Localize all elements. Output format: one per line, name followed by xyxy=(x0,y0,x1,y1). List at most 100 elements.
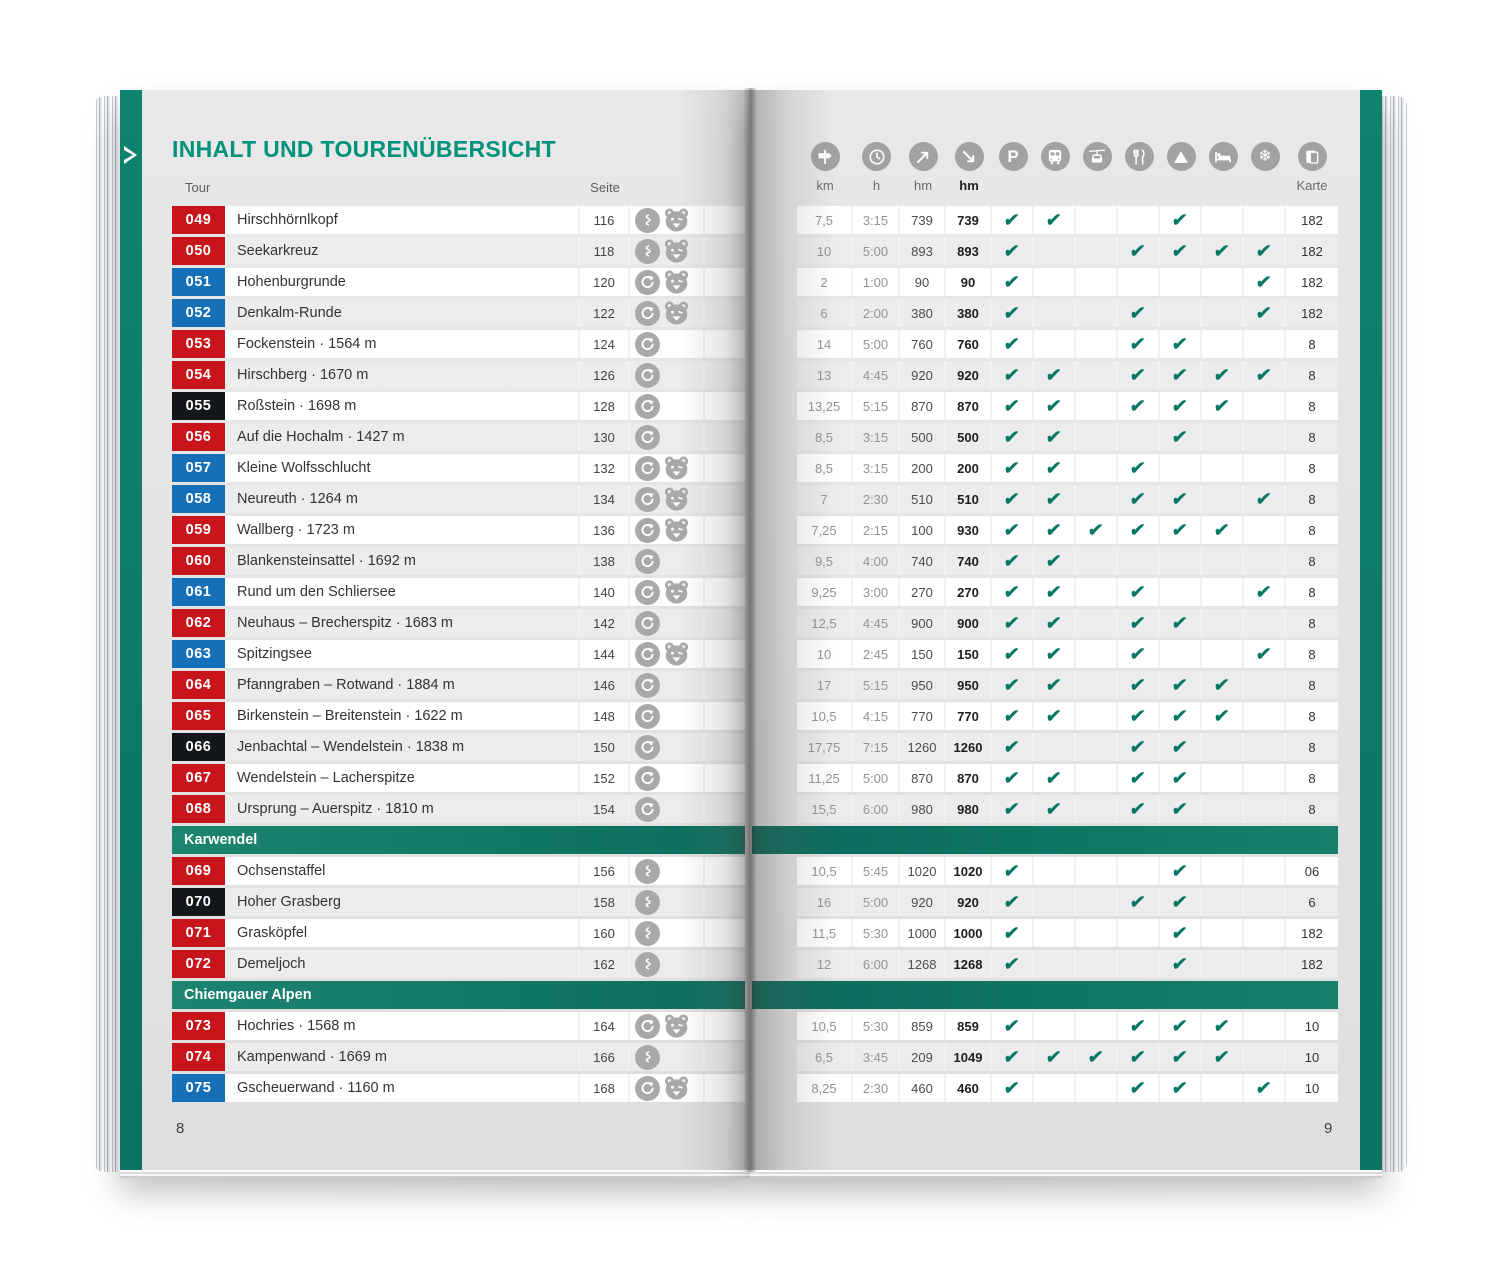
feature-check-cell: ✔ xyxy=(1118,361,1160,389)
feature-check-cell xyxy=(1076,578,1118,606)
feature-check-cell xyxy=(1244,392,1286,420)
descent-value: 980 xyxy=(946,795,992,823)
family-friendly-bear-icon xyxy=(663,1013,690,1039)
empty-cell xyxy=(705,423,745,451)
family-friendly-bear-icon xyxy=(663,641,690,667)
duration-value: 2:45 xyxy=(853,640,900,668)
feature-check-cell xyxy=(1076,392,1118,420)
feature-check-cell xyxy=(1076,268,1118,296)
feature-check-cell: ✔ xyxy=(1160,1074,1202,1102)
feature-check-cell xyxy=(1034,268,1076,296)
check-icon: ✔ xyxy=(1045,582,1063,602)
feature-check-cell: ✔ xyxy=(1034,671,1076,699)
tour-name: Hochries · 1568 m xyxy=(225,1012,580,1040)
check-icon: ✔ xyxy=(1213,396,1231,416)
duration-value: 4:00 xyxy=(853,547,900,575)
feature-check-cell xyxy=(1244,609,1286,637)
check-icon: ✔ xyxy=(1003,520,1021,540)
check-icon: ✔ xyxy=(1171,675,1189,695)
check-icon: ✔ xyxy=(1003,582,1021,602)
check-icon: ✔ xyxy=(1171,892,1189,912)
distance-value: 8,5 xyxy=(797,454,853,482)
table-row: 057 Kleine Wolfsschlucht 132 xyxy=(172,454,745,482)
descent-value: 90 xyxy=(946,268,992,296)
check-icon: ✔ xyxy=(1003,458,1021,478)
ascent-value: 460 xyxy=(900,1074,946,1102)
table-row: 10,5 5:45 1020 1020 ✔ ✔ 06 xyxy=(797,857,1338,885)
family-friendly-bear-icon xyxy=(663,238,690,264)
route-type-icons xyxy=(630,547,705,575)
descent-value: 1020 xyxy=(946,857,992,885)
tour-number-badge: 075 xyxy=(172,1074,225,1102)
empty-cell xyxy=(705,671,745,699)
check-icon: ✔ xyxy=(1045,520,1063,540)
tour-name: Kleine Wolfsschlucht xyxy=(225,454,580,482)
check-icon: ✔ xyxy=(1255,272,1273,292)
check-icon: ✔ xyxy=(1255,365,1273,385)
column-label: km xyxy=(816,178,834,193)
feature-check-cell: ✔ xyxy=(992,268,1034,296)
ascent-value: 510 xyxy=(900,485,946,513)
check-icon: ✔ xyxy=(1045,489,1063,509)
feature-check-cell: ✔ xyxy=(1160,764,1202,792)
ascent-value: 900 xyxy=(900,609,946,637)
feature-column-bed xyxy=(1202,142,1244,193)
feature-check-cell xyxy=(1202,485,1244,513)
descent-value: 1268 xyxy=(946,950,992,978)
page-stack-edge-left xyxy=(94,96,121,1172)
map-number: 8 xyxy=(1308,677,1316,693)
map-number: 8 xyxy=(1308,646,1316,662)
distance-value: 14 xyxy=(797,330,853,358)
table-row: 6 2:00 380 380 ✔ ✔ ✔ 182 xyxy=(797,299,1338,327)
empty-cell xyxy=(705,1074,745,1102)
feature-check-cell: ✔ xyxy=(992,547,1034,575)
tour-number-badge: 050 xyxy=(172,237,225,265)
empty-cell xyxy=(705,206,745,234)
page-number-left: 8 xyxy=(176,1120,185,1137)
left-page: INHALT UND TOURENÜBERSICHT Tour Seite 04… xyxy=(120,90,750,1170)
empty-cell xyxy=(705,268,745,296)
feature-check-cell xyxy=(1034,1012,1076,1040)
check-icon: ✔ xyxy=(1171,520,1189,540)
table-row: 068 Ursprung – Auerspitz · 1810 m 154 xyxy=(172,795,745,823)
loop-route-icon xyxy=(635,393,660,419)
ascent-value: 740 xyxy=(900,547,946,575)
feature-check-cell xyxy=(1034,299,1076,327)
table-row: 069 Ochsenstaffel 156 xyxy=(172,857,745,885)
loop-route-icon xyxy=(635,269,660,295)
distance-value: 10,5 xyxy=(797,702,853,730)
table-row: 071 Grasköpfel 160 xyxy=(172,919,745,947)
descent-value: 770 xyxy=(946,702,992,730)
tour-page-number: 124 xyxy=(580,330,630,358)
feature-check-cell: ✔ xyxy=(1118,671,1160,699)
duration-value: 3:15 xyxy=(853,206,900,234)
descent-value: 200 xyxy=(946,454,992,482)
table-row: 17,75 7:15 1260 1260 ✔ ✔ ✔ 8 xyxy=(797,733,1338,761)
column-label: hm xyxy=(959,178,979,193)
feature-check-cell: ✔ xyxy=(1202,671,1244,699)
feature-check-cell: ✔ xyxy=(1244,485,1286,513)
distance-value: 10,5 xyxy=(797,857,853,885)
feature-check-cell xyxy=(1118,206,1160,234)
check-icon: ✔ xyxy=(1129,706,1147,726)
ascent-value: 739 xyxy=(900,206,946,234)
feature-check-cell: ✔ xyxy=(1118,1043,1160,1071)
feature-check-cell xyxy=(1076,671,1118,699)
table-row: 070 Hoher Grasberg 158 xyxy=(172,888,745,916)
descent-icon xyxy=(954,142,984,171)
measure-column-hm: hm xyxy=(946,142,992,193)
table-row: 8,5 3:15 500 500 ✔ ✔ ✔ 8 xyxy=(797,423,1338,451)
check-icon: ✔ xyxy=(1003,799,1021,819)
route-type-icons xyxy=(630,733,705,761)
descent-value: 900 xyxy=(946,609,992,637)
tour-page-number: 126 xyxy=(580,361,630,389)
feature-check-cell xyxy=(1244,795,1286,823)
check-icon: ✔ xyxy=(1255,644,1273,664)
check-icon: ✔ xyxy=(1171,334,1189,354)
empty-cell xyxy=(705,578,745,606)
feature-check-cell: ✔ xyxy=(1034,423,1076,451)
route-type-icons xyxy=(630,299,705,327)
feature-check-cell: ✔ xyxy=(1202,516,1244,544)
feature-check-cell xyxy=(1244,1012,1286,1040)
empty-cell xyxy=(705,733,745,761)
